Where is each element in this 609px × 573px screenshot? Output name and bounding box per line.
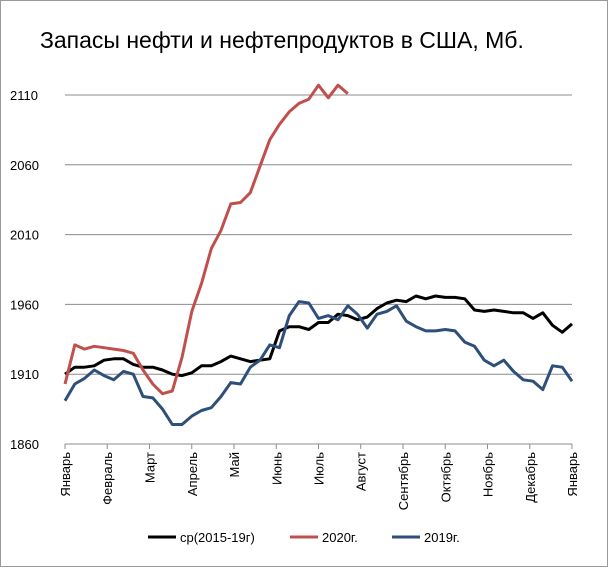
- x-tick-label: Ноябрь: [480, 452, 495, 497]
- series-line: [63, 83, 349, 396]
- x-tick-label: Июнь: [269, 452, 284, 485]
- x-tick-label: Май: [227, 452, 242, 477]
- x-tick-label: Январь: [565, 452, 580, 497]
- x-tick-label: Январь: [58, 452, 73, 497]
- x-tick-label: Август: [354, 452, 369, 491]
- legend-label: 2019г.: [424, 530, 460, 545]
- x-tick-label: Март: [143, 452, 158, 483]
- y-tick-label: 1910: [10, 367, 39, 382]
- y-tick-label: 1960: [10, 297, 39, 312]
- series-line: [64, 294, 573, 378]
- legend-label: ср(2015-19г): [180, 530, 255, 545]
- x-tick-label: Июль: [312, 452, 327, 485]
- y-tick-label: 2060: [10, 158, 39, 173]
- y-tick-label: 2010: [10, 228, 39, 243]
- y-tick-label: 1860: [10, 437, 39, 452]
- x-tick-label: Октябрь: [438, 452, 453, 503]
- x-tick-label: Сентябрь: [396, 452, 411, 510]
- x-tick-label: Декабрь: [523, 452, 538, 503]
- series-line: [63, 300, 574, 426]
- x-tick-label: Февраль: [100, 452, 115, 505]
- chart-title: Запасы нефти и нефтепродуктов в США, Мб.: [40, 27, 524, 53]
- legend-label: 2020г.: [322, 530, 358, 545]
- x-tick-label: Апрель: [185, 452, 200, 496]
- y-tick-label: 2110: [10, 88, 38, 103]
